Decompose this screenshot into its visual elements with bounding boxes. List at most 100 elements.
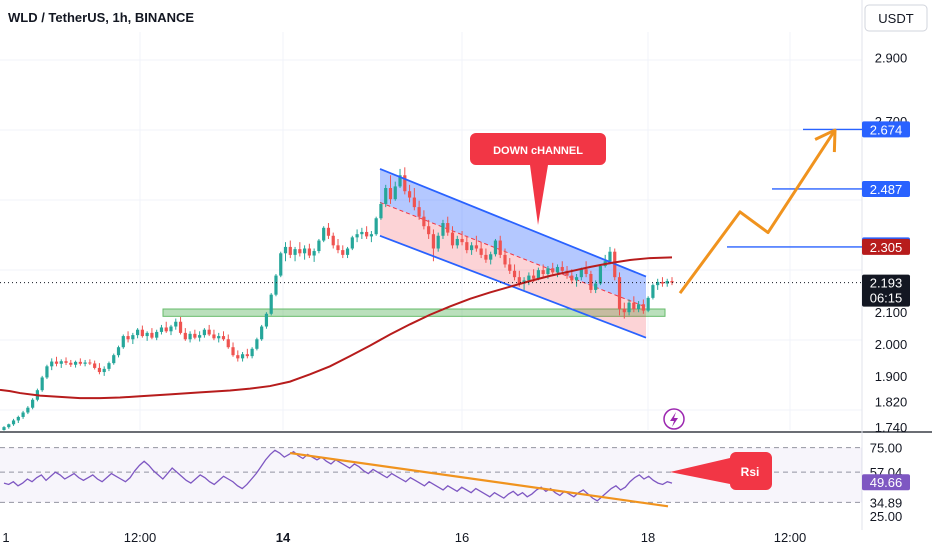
candle-body	[422, 216, 426, 227]
candle	[169, 324, 173, 336]
candle-body	[398, 175, 402, 187]
candle-body	[641, 304, 645, 311]
candle-body	[202, 329, 206, 336]
candle	[312, 248, 316, 262]
candle-body	[250, 348, 254, 357]
candle	[336, 238, 340, 254]
candle-body	[384, 188, 388, 204]
candle-body	[326, 227, 331, 236]
candle	[226, 334, 230, 349]
candle	[665, 278, 669, 287]
projection-path	[678, 129, 837, 294]
candle	[470, 242, 474, 255]
candle	[412, 188, 416, 211]
candle-body	[360, 231, 364, 235]
currency-button-label[interactable]: USDT	[878, 11, 913, 26]
candle-body	[670, 280, 674, 283]
candle	[293, 246, 297, 262]
candle	[274, 273, 278, 297]
candle-body	[16, 416, 20, 421]
candle-body	[637, 304, 641, 310]
price-tick-label: 2.100	[875, 305, 908, 320]
candle-body	[617, 277, 622, 310]
candle-body	[178, 321, 183, 333]
candle-body	[555, 266, 560, 273]
candle-body	[64, 361, 68, 363]
countdown-label: 06:15	[870, 291, 903, 306]
candle	[460, 231, 464, 246]
rsi-callout-label: Rsi	[741, 465, 760, 479]
candle-body	[608, 251, 612, 262]
candle-body	[54, 361, 59, 364]
candle	[512, 264, 517, 281]
candles-layer	[2, 167, 674, 431]
candle	[64, 357, 68, 366]
candle-body	[570, 275, 574, 281]
candle-body	[379, 203, 383, 219]
candle	[221, 331, 226, 341]
lightning-icon[interactable]	[663, 408, 685, 430]
price-tick-label: 1.740	[875, 420, 908, 435]
candle	[202, 328, 206, 338]
candle	[393, 181, 397, 201]
candle	[116, 345, 121, 358]
candle	[288, 240, 292, 259]
candle-body	[50, 361, 54, 367]
candle	[11, 418, 16, 426]
candle-body	[131, 335, 135, 340]
candle-body	[260, 326, 264, 340]
candle-body	[159, 327, 164, 332]
price-label-text: 2.305	[870, 240, 903, 255]
candle-body	[169, 326, 173, 332]
candle-body	[594, 283, 598, 290]
candle	[326, 223, 331, 239]
candle-body	[622, 309, 626, 313]
candle-body	[307, 248, 311, 256]
candle	[198, 331, 202, 342]
candle-body	[350, 237, 354, 249]
candle	[26, 406, 30, 415]
candle-body	[40, 377, 44, 391]
candle-body	[317, 240, 321, 252]
candle	[45, 364, 49, 380]
candle-body	[427, 226, 431, 235]
candle-body	[212, 334, 216, 339]
candle-body	[660, 281, 665, 284]
rsi-current-box	[862, 474, 910, 491]
candle	[388, 175, 393, 204]
candle-body	[541, 270, 545, 274]
chart-title: WLD / TetherUS, 1h, BINANCE	[8, 10, 194, 25]
price-tick-label: 2.900	[875, 50, 908, 65]
candle-body	[493, 240, 498, 255]
channel-midline	[379, 201, 647, 308]
candle-body	[116, 347, 121, 356]
candle	[331, 232, 335, 249]
candle-body	[188, 333, 192, 340]
candle-body	[355, 234, 359, 238]
candle-body	[193, 333, 197, 338]
rsi-tick-label: 49.66	[870, 475, 903, 490]
candle-body	[183, 332, 187, 340]
candle	[508, 258, 512, 274]
channel-upper-fill	[380, 168, 646, 308]
candle	[637, 301, 641, 313]
candle-body	[565, 270, 569, 276]
candle	[303, 245, 307, 260]
candle	[121, 334, 125, 349]
candle	[341, 245, 345, 259]
currency-button[interactable]: USDT	[864, 4, 928, 32]
candle	[40, 375, 44, 392]
candle-body	[73, 361, 78, 365]
candle	[31, 398, 35, 410]
candle	[503, 248, 507, 268]
candle-body	[665, 280, 669, 284]
candle-body	[136, 329, 140, 336]
time-tick-label: 18	[641, 530, 655, 545]
axes-layer: 2.9002.7002.1002.0001.9001.8201.7402.674…	[2, 50, 910, 545]
candle	[651, 283, 655, 300]
price-label-line: 2.487	[862, 180, 910, 197]
candle-body	[11, 420, 16, 425]
candle-body	[441, 223, 445, 236]
candle	[131, 332, 135, 345]
candle-body	[465, 242, 469, 251]
